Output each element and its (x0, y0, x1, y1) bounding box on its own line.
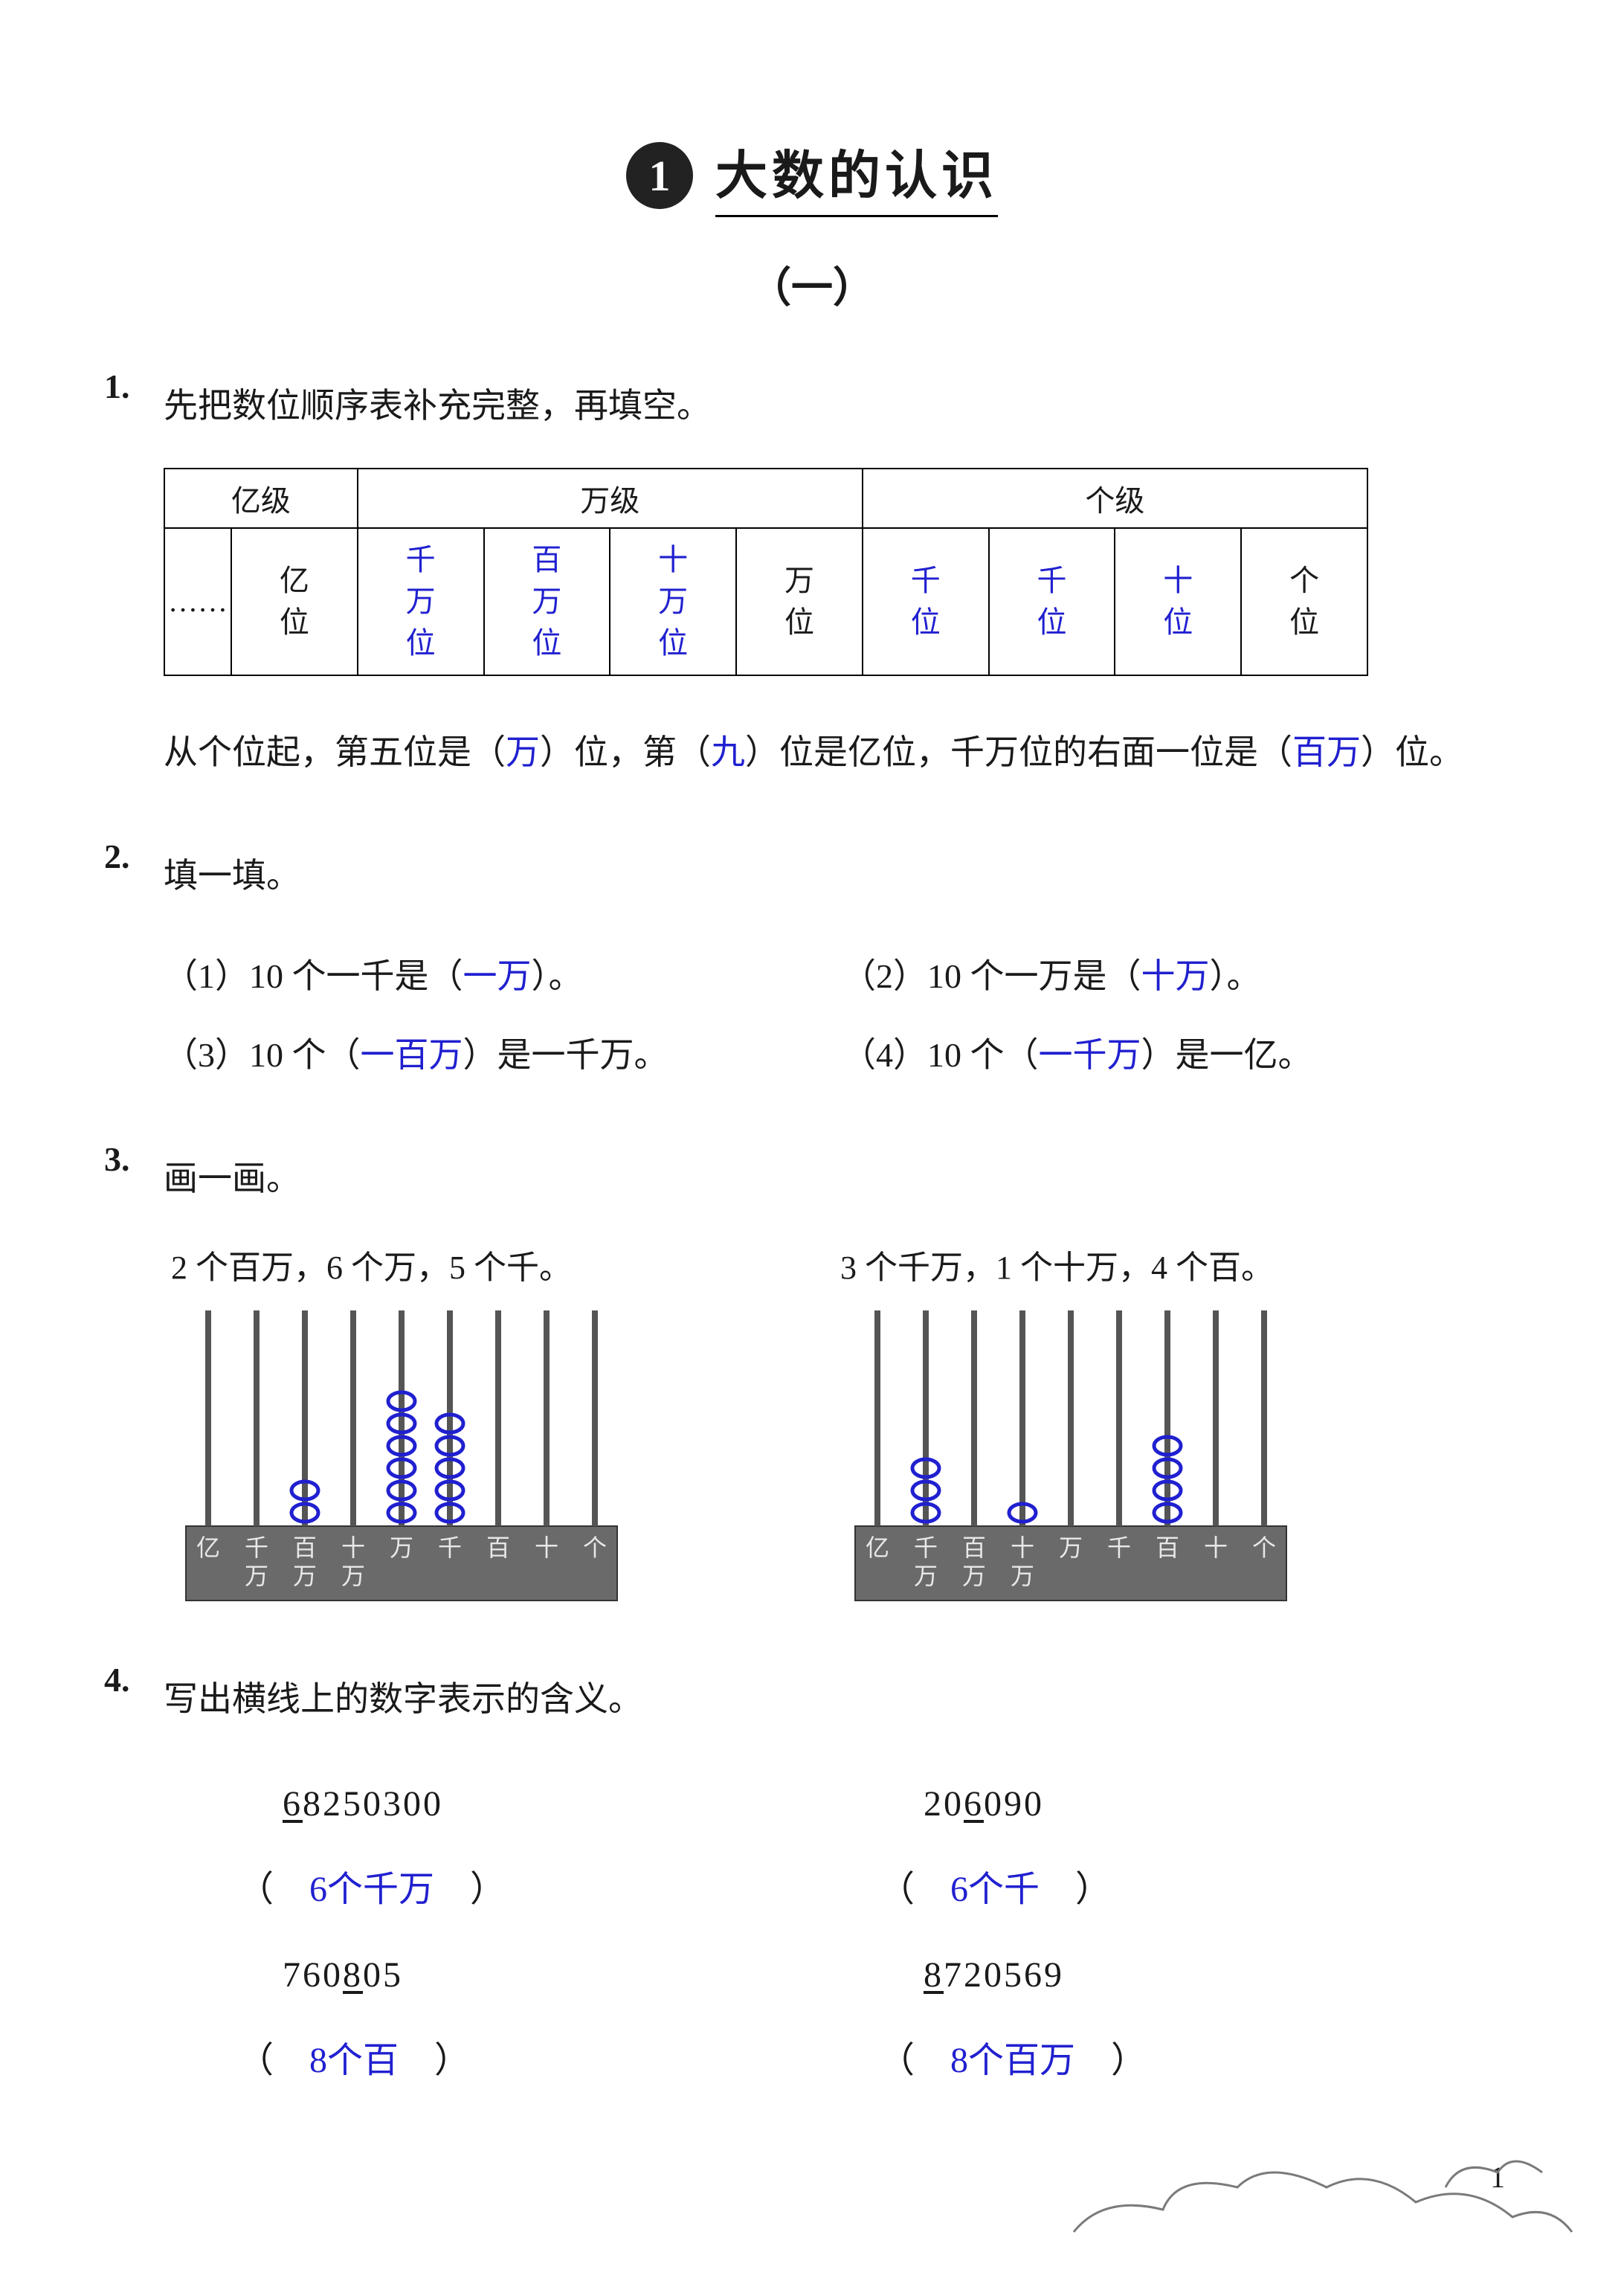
svg-text:十: 十 (535, 1534, 558, 1561)
svg-text:万: 万 (962, 1563, 986, 1589)
cell-qianwan: 千 万 位 (358, 528, 484, 675)
q2-item-4: （4）10 个（一千万）是一亿。 (842, 1016, 1520, 1095)
cell-shiwan: 十 万 位 (610, 528, 736, 675)
q1-blank-1: 万 (506, 733, 540, 771)
abacus-left-caption: 2 个百万，6 个万，5 个千。 (171, 1241, 706, 1288)
abacus-left: 2 个百万，6 个万，5 个千。 亿千万百万十万万千百十个 (171, 1241, 706, 1615)
q4-n4: 8720569 (879, 1932, 1520, 2018)
q4-item-1: 68250300 （ 6个千万 ） (238, 1761, 879, 1932)
page-container: 1 大数的认识 （一） 1. 先把数位顺序表补充完整，再填空。 亿级 万级 个级… (0, 0, 1624, 2222)
svg-text:十: 十 (1204, 1534, 1228, 1561)
question-2: 2. 填一填。 （1）10 个一千是（一万）。 （2）10 个一万是（十万）。 … (104, 837, 1520, 1095)
q2-number: 2. (104, 837, 149, 876)
svg-text:万: 万 (341, 1563, 365, 1589)
abacus-right: 3 个千万，1 个十万，4 个百。 亿千万百万十万万千百十个 (840, 1241, 1376, 1615)
q2-prompt: 填一填。 (164, 837, 1520, 916)
q4-item-2: 206090 （ 6个千 ） (879, 1761, 1520, 1932)
abacus-right-svg: 亿千万百万十万万千百十个 (840, 1303, 1301, 1615)
q1-sentence: 从个位起，第五位是（万）位，第（九）位是亿位，千万位的右面一位是（百万）位。 (164, 713, 1520, 792)
abacus-left-svg: 亿千万百万十万万千百十个 (171, 1303, 632, 1615)
svg-text:百: 百 (1156, 1534, 1179, 1561)
svg-text:十: 十 (341, 1534, 365, 1561)
cell-ge: 个 位 (1241, 528, 1367, 675)
q4-item-4: 8720569 （ 8个百万 ） (879, 1932, 1520, 2103)
abacus-right-caption: 3 个千万，1 个十万，4 个百。 (840, 1241, 1376, 1288)
svg-text:万: 万 (1059, 1534, 1083, 1561)
cell-qian: 千 位 (863, 528, 989, 675)
svg-text:千: 千 (245, 1534, 268, 1561)
cell-dots: …… (164, 528, 231, 675)
svg-text:千: 千 (438, 1534, 462, 1561)
q2-item-3: （3）10 个（一百万）是一千万。 (164, 1016, 842, 1095)
q4-number: 4. (104, 1660, 149, 1699)
q2-items: （1）10 个一千是（一万）。 （2）10 个一万是（十万）。 （3）10 个（… (164, 937, 1520, 1095)
svg-text:千: 千 (1107, 1534, 1131, 1561)
question-3: 3. 画一画。 2 个百万，6 个万，5 个千。 亿千万百万十万万千百十个 3 … (104, 1139, 1520, 1615)
svg-text:亿: 亿 (866, 1534, 889, 1561)
cell-shi: 十 位 (1115, 528, 1241, 675)
q3-prompt: 画一画。 (164, 1139, 1520, 1218)
table-header-ge: 个级 (863, 469, 1367, 528)
cell-baiwan: 百 万 位 (484, 528, 610, 675)
q2-item-1: （1）10 个一千是（一万）。 (164, 937, 842, 1016)
q4-n1: 68250300 (238, 1761, 879, 1847)
svg-text:万: 万 (293, 1563, 317, 1589)
chapter-title: 大数的认识 (715, 134, 998, 217)
section-label: （一） (104, 254, 1520, 315)
svg-text:个: 个 (1252, 1534, 1276, 1561)
q4-prompt: 写出横线上的数字表示的含义。 (164, 1660, 1520, 1739)
svg-text:万: 万 (1011, 1563, 1034, 1589)
q1-blank-2: 九 (711, 733, 745, 771)
cell-wan: 万 位 (736, 528, 863, 675)
q4-n2: 206090 (879, 1761, 1520, 1847)
cloud-decoration-icon (1059, 2120, 1579, 2254)
q1-blank-3: 百万 (1292, 733, 1361, 771)
svg-text:十: 十 (1011, 1534, 1034, 1561)
abacus-row: 2 个百万，6 个万，5 个千。 亿千万百万十万万千百十个 3 个千万，1 个十… (171, 1241, 1520, 1615)
table-header-yi: 亿级 (164, 469, 358, 528)
q2-item-2: （2）10 个一万是（十万）。 (842, 937, 1520, 1016)
table-header-wan: 万级 (358, 469, 863, 528)
chapter-circle-badge: 1 (626, 142, 693, 209)
chapter-header: 1 大数的认识 （一） (104, 134, 1520, 315)
question-1: 1. 先把数位顺序表补充完整，再填空。 亿级 万级 个级 …… 亿 位 千 万 … (104, 367, 1520, 792)
cell-yi: 亿 位 (231, 528, 358, 675)
q4-item-3: 760805 （ 8个百 ） (238, 1932, 879, 2103)
q1-number: 1. (104, 367, 149, 406)
q1-prompt: 先把数位顺序表补充完整，再填空。 (164, 367, 1520, 445)
place-value-table: 亿级 万级 个级 …… 亿 位 千 万 位 百 万 位 (164, 468, 1368, 676)
svg-text:万: 万 (390, 1534, 413, 1561)
cell-bai: 千 位 (989, 528, 1115, 675)
svg-text:个: 个 (583, 1534, 607, 1561)
svg-text:百: 百 (293, 1534, 317, 1561)
q4-grid: 68250300 （ 6个千万 ） 206090 （ 6个千 ） 760805 … (238, 1761, 1520, 2104)
svg-text:百: 百 (962, 1534, 986, 1561)
q3-number: 3. (104, 1139, 149, 1179)
svg-text:万: 万 (245, 1563, 268, 1589)
svg-text:千: 千 (914, 1534, 938, 1561)
svg-text:亿: 亿 (196, 1534, 220, 1561)
svg-text:百: 百 (486, 1534, 510, 1561)
chapter-number-row: 1 大数的认识 (626, 134, 998, 217)
svg-text:万: 万 (914, 1563, 938, 1589)
q4-n3: 760805 (238, 1932, 879, 2018)
question-4: 4. 写出横线上的数字表示的含义。 68250300 （ 6个千万 ） 2060… (104, 1660, 1520, 2104)
